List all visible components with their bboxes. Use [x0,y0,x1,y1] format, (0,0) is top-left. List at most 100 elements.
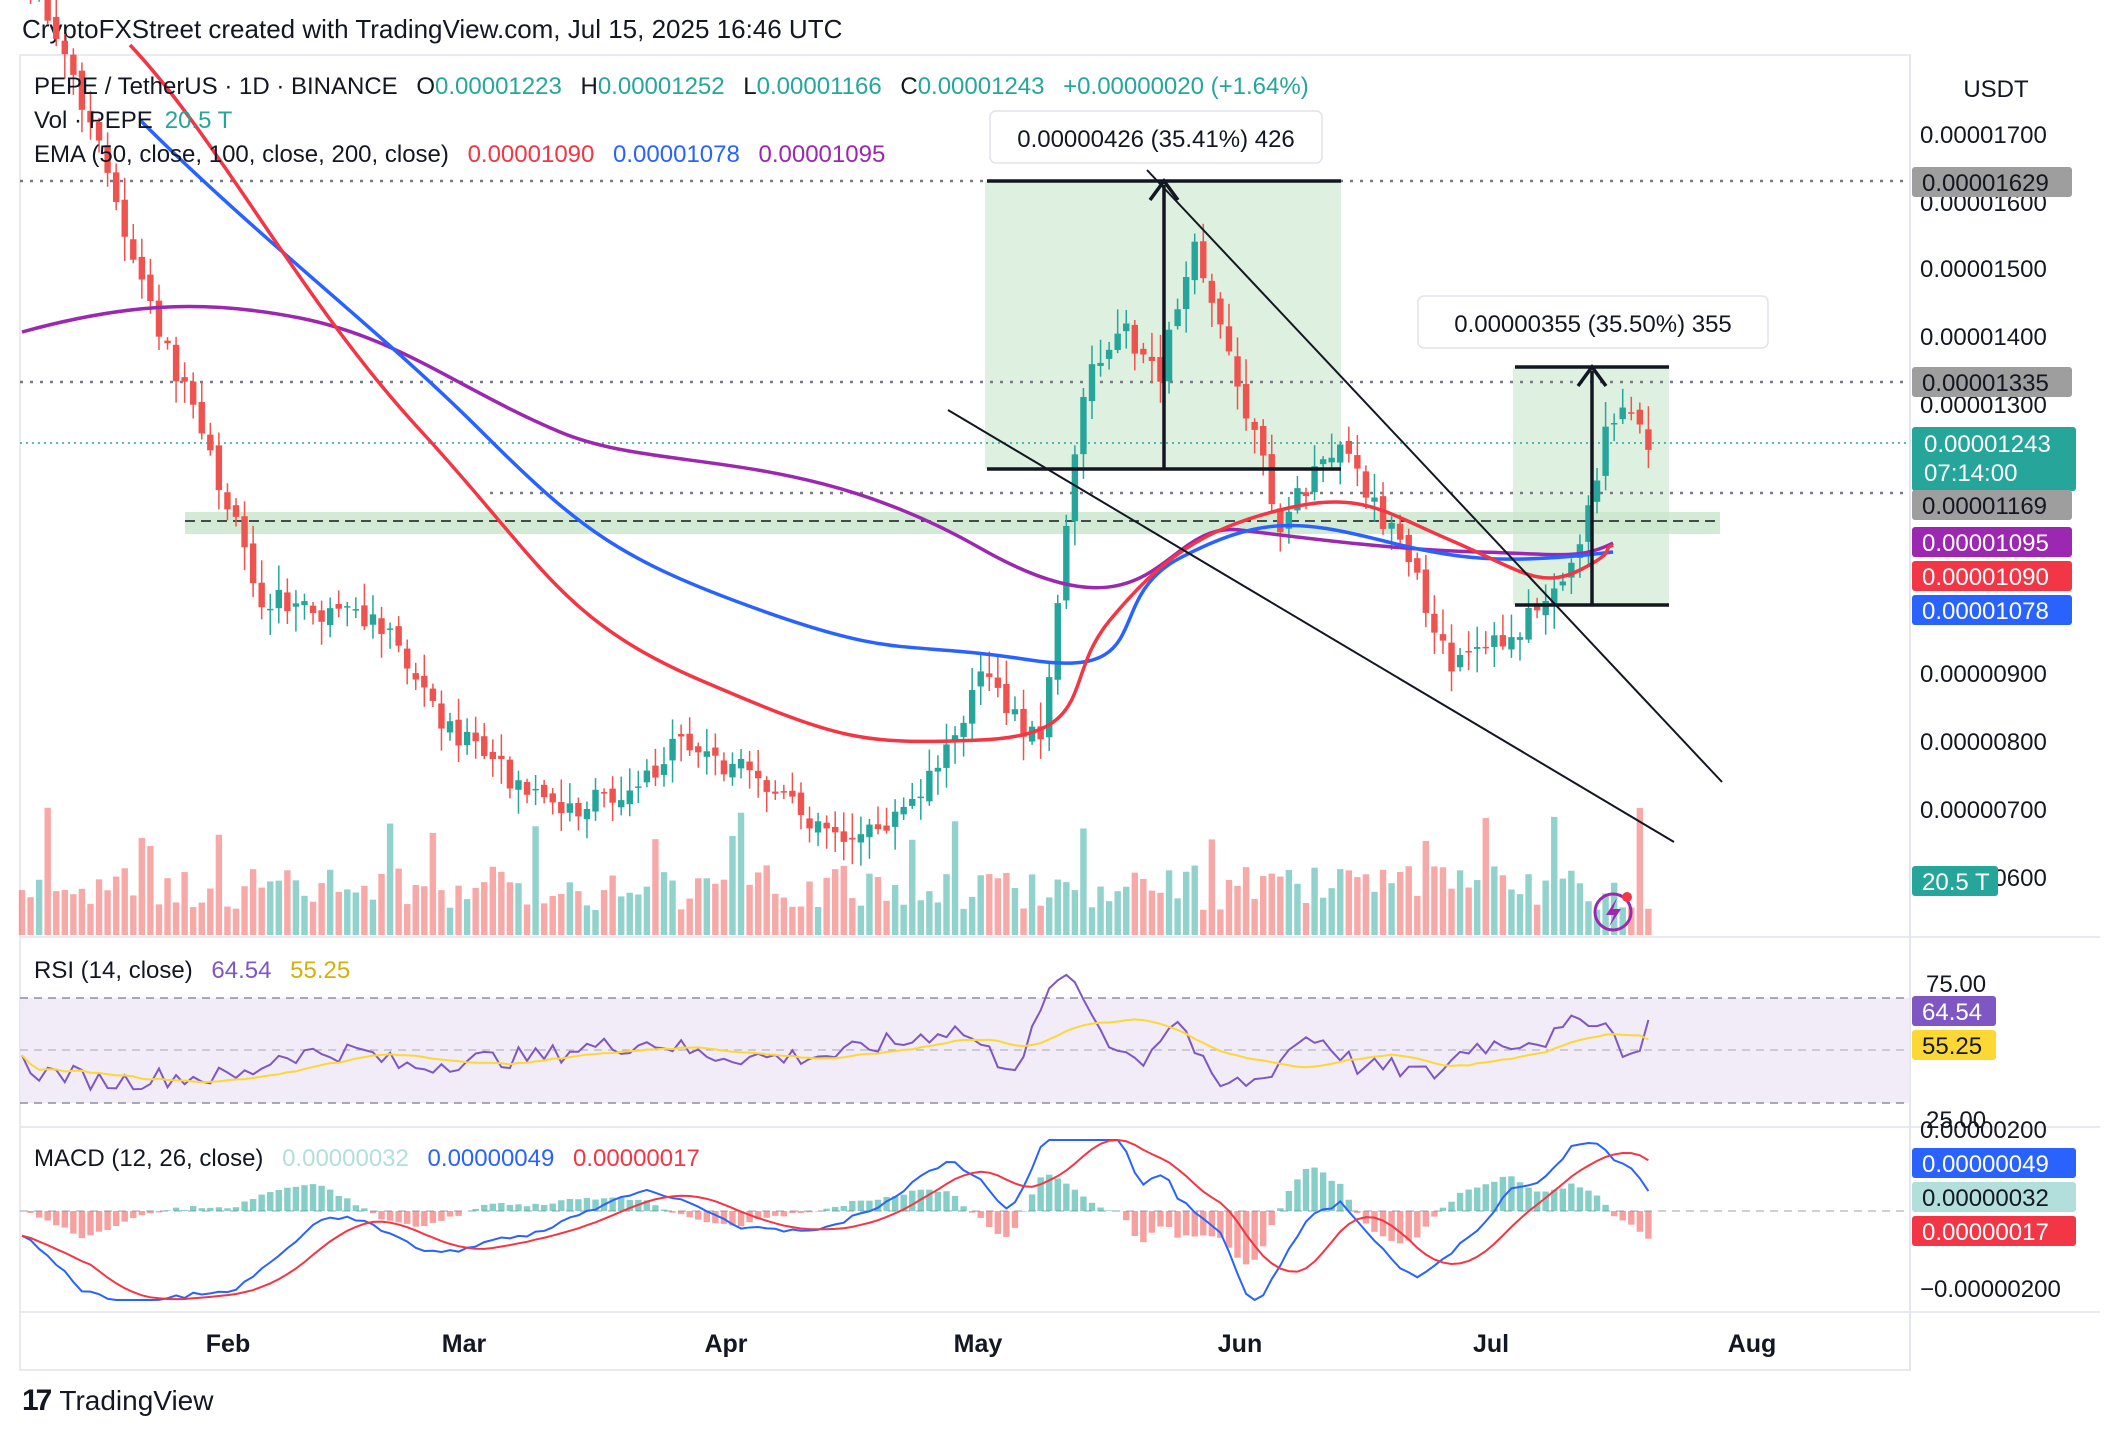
macd-histogram-bar [1088,1202,1096,1211]
candle-body [309,605,317,613]
candle-body [121,199,128,237]
price-tick-label: 0.00001700 [1920,122,2047,149]
candle-body [609,788,616,803]
volume-bar [1371,891,1378,935]
volume-bar [1645,908,1652,935]
macd-histogram-bar [523,1206,531,1211]
candle-body [1422,569,1430,613]
volume-bar [1448,888,1455,935]
macd-histogram-bar [481,1204,488,1211]
macd-histogram-bar [1054,1178,1061,1211]
price-tick-label: 0.00000900 [1920,661,2047,688]
volume-bar [155,904,163,935]
macd-histogram-bar [130,1211,137,1219]
macd-histogram-bar [1371,1211,1378,1232]
candle-body [1362,471,1370,498]
volume-bar [1414,895,1421,935]
macd-histogram-bar [1525,1187,1532,1211]
macd-histogram-bar [1482,1184,1489,1211]
volume-bar [772,893,779,935]
candle-body [463,731,471,746]
month-label: Apr [704,1330,747,1358]
volume-bar [1028,874,1036,935]
candle-body [1020,708,1027,737]
ema100-badge: 0.00001078 [1922,598,2049,625]
candle-body [960,722,967,737]
svg-text:EMA (50, close, 100, close, 20: EMA (50, close, 100, close, 200, close) … [34,141,885,168]
macd-histogram-bar [1251,1211,1258,1260]
macd-histogram-bar [566,1198,574,1211]
macd-histogram-bar [652,1205,659,1211]
volume-bar [540,903,548,935]
macd-histogram-bar [951,1195,959,1211]
macd-histogram-bar [609,1197,616,1211]
macd-histogram-bar [361,1208,368,1211]
volume-bar [53,891,60,935]
macd-histogram-bar [61,1211,68,1228]
macd-histogram-bar [643,1200,651,1211]
macd-signal-line [21,1138,1649,1301]
candle-body [994,677,1002,688]
candle-body [249,543,257,584]
macd-histogram-bar [977,1211,984,1218]
candle-body [455,719,462,746]
volume-bar [669,880,676,935]
volume-bar [660,872,668,935]
candle-body [1037,726,1044,740]
volume-bar [1208,839,1216,935]
macd-histogram-bar [1182,1211,1190,1236]
candle-body [53,16,60,39]
candle-body [823,822,830,829]
volume-bar [267,881,274,935]
volume-bar [412,884,419,935]
volume-bar [1003,872,1010,935]
volume-bar [95,879,103,935]
volume-bar [677,909,685,935]
tradingview-logo-mark: 17 [22,1384,52,1417]
macd-histogram-bar [1499,1176,1507,1211]
volume-bar [1234,885,1241,935]
macd-histogram-bar [446,1211,454,1217]
macd-histogram-bar [344,1198,351,1211]
macd-histogram-bar [1448,1201,1455,1211]
price-axis: USDT 0.00001700 0.00001600 0.00001500 0.… [1912,76,2076,896]
macd-histogram-bar [506,1204,514,1211]
lightning-icon[interactable] [1593,892,1633,932]
macd-histogram-bar [1131,1211,1138,1237]
volume-bar [70,894,77,935]
macd-histogram-bar [1268,1211,1275,1226]
volume-bar [232,908,240,935]
candle-body [934,767,942,772]
volume-bar [1636,807,1644,935]
volume-bar [558,893,565,935]
volume-bar [438,890,445,935]
macd-histogram-bar [1516,1182,1524,1211]
candle-body [763,780,770,792]
candle-body [583,808,591,820]
volume-bar [404,904,411,935]
volume-bar [866,873,873,935]
price-tick-label: 0.00001500 [1920,256,2047,283]
candle-body [164,340,171,344]
volume-bar [275,880,282,935]
volume-bar [1482,818,1489,935]
tradingview-logo[interactable]: 17 TradingView [22,1384,213,1418]
candle-body [1585,505,1592,542]
price-tick-label: 0.00001400 [1920,324,2047,351]
macd-histogram-bar [1542,1191,1549,1211]
macd-histogram-bar [1328,1180,1335,1211]
chart-attribution: CryptoFXStreet created with TradingView.… [22,14,843,44]
candle-body [1354,455,1361,469]
macd-histogram-bar [27,1211,34,1213]
macd-histogram-bar [806,1211,813,1213]
macd-histogram-bar [352,1205,360,1211]
candle-body [1097,362,1104,366]
volume-bar [1602,893,1609,935]
volume-bar [147,845,154,935]
volume-bar [301,895,308,935]
volume-bar [934,902,942,935]
candle-body [1268,454,1275,505]
macd-histogram-bar [1354,1211,1361,1213]
volume-bar [35,879,43,935]
